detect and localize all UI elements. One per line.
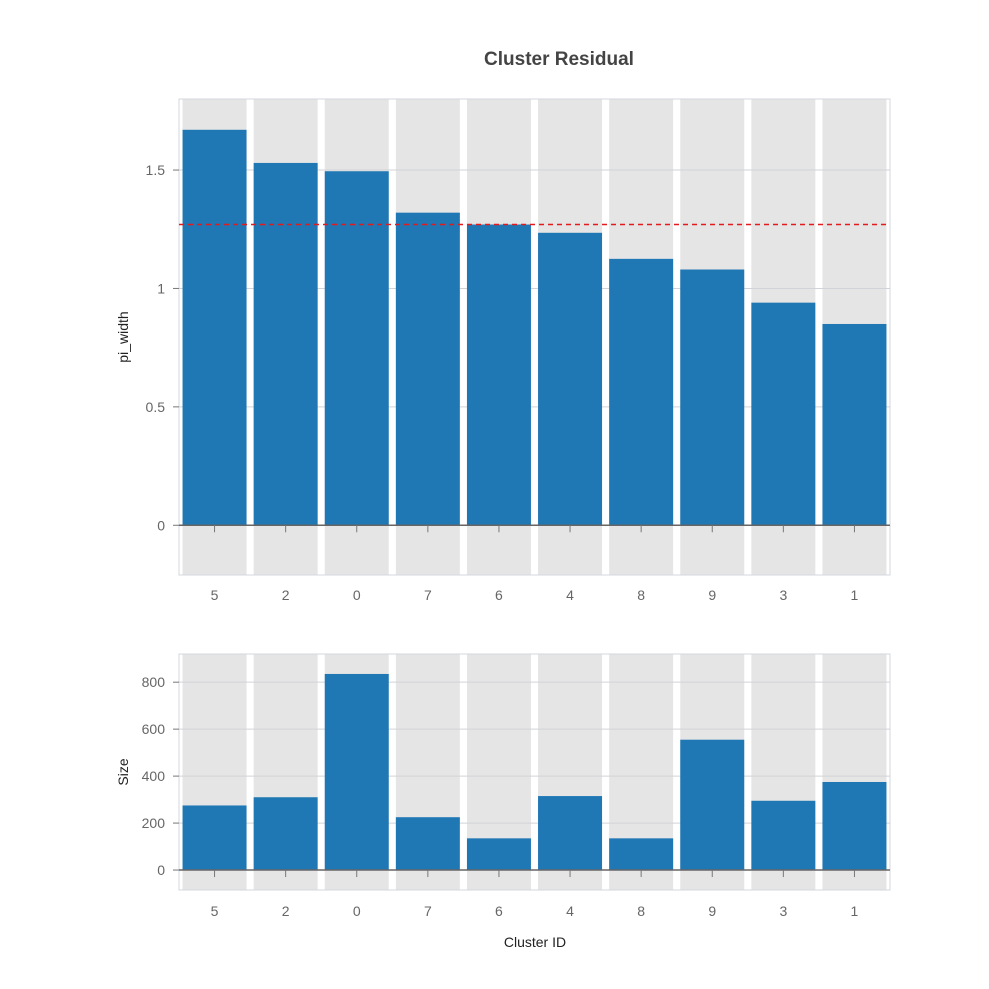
pi-width-bar-2 bbox=[253, 162, 318, 526]
pi-width-x-tick-label: 3 bbox=[779, 587, 787, 603]
size-bar-7 bbox=[395, 817, 460, 871]
panel-size: 0 200 400 600 800 5 2 0 7 6 4 8 9 3 1 Size bbox=[115, 653, 891, 919]
pi-width-bar-5 bbox=[182, 129, 247, 526]
size-y-tick-label: 600 bbox=[142, 721, 166, 737]
size-x-tick-label: 5 bbox=[211, 903, 219, 919]
pi-width-x-tick-label: 1 bbox=[851, 587, 859, 603]
size-y-tick-label: 400 bbox=[142, 768, 166, 784]
pi-width-y-axis-label: pi_width bbox=[115, 311, 131, 362]
pi-width-y-tick-label: 0.5 bbox=[146, 399, 166, 415]
pi-width-bar-9 bbox=[680, 269, 745, 526]
pi-width-bar-0 bbox=[324, 171, 389, 526]
pi-width-bar-8 bbox=[609, 258, 674, 526]
chart-title: Cluster Residual bbox=[484, 49, 634, 70]
pi-width-bar-6 bbox=[466, 224, 531, 526]
size-x-tick-label: 7 bbox=[424, 903, 432, 919]
size-bar-6 bbox=[466, 838, 531, 871]
size-x-tick-label: 2 bbox=[282, 903, 290, 919]
size-x-tick-label: 4 bbox=[566, 903, 574, 919]
pi-width-bar-7 bbox=[395, 212, 460, 526]
size-bar-0 bbox=[324, 673, 389, 871]
size-bar-4 bbox=[538, 796, 603, 871]
pi-width-x-tick-label: 6 bbox=[495, 587, 503, 603]
size-x-tick-label: 0 bbox=[353, 903, 361, 919]
size-y-tick-label: 0 bbox=[157, 862, 165, 878]
size-y-tick-label: 200 bbox=[142, 815, 166, 831]
pi-width-x-tick-label: 4 bbox=[566, 587, 574, 603]
size-y-tick-label: 800 bbox=[142, 674, 166, 690]
pi-width-y-tick-label: 1 bbox=[157, 280, 165, 296]
size-x-tick-label: 3 bbox=[779, 903, 787, 919]
pi-width-bar-1 bbox=[822, 323, 887, 526]
size-bar-9 bbox=[680, 739, 745, 871]
size-x-tick-label: 1 bbox=[851, 903, 859, 919]
pi-width-x-tick-label: 7 bbox=[424, 587, 432, 603]
pi-width-y-tick-label: 0 bbox=[157, 517, 165, 533]
pi-width-panel-frame bbox=[178, 98, 891, 576]
pi-width-x-tick-label: 8 bbox=[637, 587, 645, 603]
size-x-tick-label: 8 bbox=[637, 903, 645, 919]
pi-width-y-tick-label: 1.5 bbox=[146, 162, 166, 178]
size-y-axis-label: Size bbox=[115, 758, 131, 785]
size-x-tick-label: 6 bbox=[495, 903, 503, 919]
pi-width-bar-4 bbox=[538, 232, 603, 526]
panel-pi-width: 0 0.5 1 1.5 5 2 0 7 6 4 8 9 3 1 pi_width bbox=[115, 98, 891, 603]
pi-width-bar-3 bbox=[751, 302, 816, 526]
pi-width-x-tick-label: 9 bbox=[708, 587, 716, 603]
pi-width-x-tick-label: 0 bbox=[353, 587, 361, 603]
pi-width-x-tick-label: 2 bbox=[282, 587, 290, 603]
size-x-tick-label: 9 bbox=[708, 903, 716, 919]
pi-width-x-tick-label: 5 bbox=[211, 587, 219, 603]
size-bar-1 bbox=[822, 781, 887, 871]
size-bar-2 bbox=[253, 797, 318, 871]
size-bar-5 bbox=[182, 805, 247, 871]
size-panel-frame bbox=[178, 653, 891, 891]
size-bar-8 bbox=[609, 838, 674, 871]
x-axis-label: Cluster ID bbox=[504, 934, 566, 950]
size-bar-3 bbox=[751, 800, 816, 871]
